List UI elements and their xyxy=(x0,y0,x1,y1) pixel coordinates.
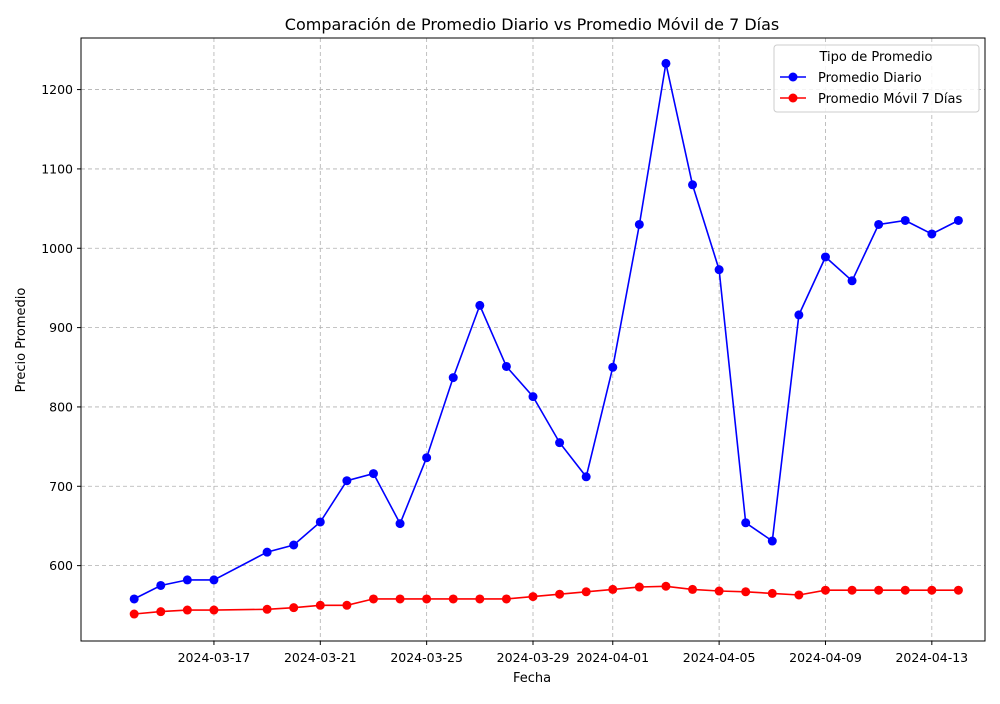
data-point xyxy=(475,300,485,310)
data-point xyxy=(820,585,830,595)
series-line-0 xyxy=(133,63,959,600)
data-point xyxy=(634,219,644,229)
data-point xyxy=(448,594,458,604)
data-point xyxy=(581,472,591,482)
y-tick-label: 1000 xyxy=(41,241,73,256)
data-point xyxy=(209,605,219,615)
data-point xyxy=(741,518,751,528)
legend-title: Tipo de Promedio xyxy=(819,50,933,65)
series-line-1 xyxy=(134,585,959,615)
series-1 xyxy=(129,581,963,619)
y-tick-label: 1100 xyxy=(41,161,73,176)
x-tick-label: 2024-03-17 xyxy=(178,650,251,665)
data-point xyxy=(874,219,884,229)
legend-marker-promedio-diario xyxy=(788,72,798,82)
data-point xyxy=(182,575,192,585)
data-point xyxy=(820,252,830,262)
data-point xyxy=(794,310,804,320)
data-point xyxy=(608,584,618,594)
y-tick-label: 1200 xyxy=(41,82,73,97)
data-point xyxy=(927,229,937,239)
data-point xyxy=(688,180,698,190)
y-axis-ticks: 600 700 800 900 1000 1100 1200 xyxy=(41,82,81,573)
legend-label-promedio-movil: Promedio Móvil 7 Días xyxy=(818,92,962,107)
x-tick-label: 2024-03-21 xyxy=(284,650,357,665)
data-point xyxy=(342,476,352,486)
y-tick-label: 900 xyxy=(49,320,73,335)
data-point xyxy=(661,581,671,591)
data-point xyxy=(448,373,458,383)
data-point xyxy=(953,585,963,595)
data-point xyxy=(182,605,192,615)
legend-label-promedio-diario: Promedio Diario xyxy=(818,71,922,86)
data-point xyxy=(767,536,777,546)
data-point xyxy=(368,594,378,604)
x-axis-label: Fecha xyxy=(513,671,551,686)
data-point xyxy=(422,594,432,604)
x-tick-label: 2024-04-09 xyxy=(789,650,862,665)
legend-marker-promedio-movil xyxy=(788,93,798,103)
data-point xyxy=(900,215,910,225)
data-point xyxy=(688,584,698,594)
data-point xyxy=(475,594,485,604)
data-point xyxy=(847,585,857,595)
data-point xyxy=(794,590,804,600)
data-point xyxy=(927,585,937,595)
data-point xyxy=(209,575,219,585)
data-point xyxy=(262,547,272,557)
data-point xyxy=(874,585,884,595)
x-tick-label: 2024-04-05 xyxy=(683,650,756,665)
data-point xyxy=(315,517,325,527)
data-point xyxy=(953,215,963,225)
data-point xyxy=(900,585,910,595)
series-layer xyxy=(129,58,963,619)
data-point xyxy=(661,58,671,68)
x-tick-label: 2024-03-29 xyxy=(497,650,570,665)
data-point xyxy=(289,603,299,613)
data-point xyxy=(528,592,538,602)
data-point xyxy=(129,594,139,604)
x-tick-label: 2024-04-01 xyxy=(576,650,649,665)
legend-box xyxy=(773,44,980,113)
data-point xyxy=(129,609,139,619)
y-tick-label: 700 xyxy=(49,479,73,494)
data-point xyxy=(555,589,565,599)
data-point xyxy=(714,586,724,596)
data-point xyxy=(501,361,511,371)
grid-lines xyxy=(81,38,985,641)
data-point xyxy=(289,540,299,550)
data-point xyxy=(262,604,272,614)
data-point xyxy=(395,519,405,529)
data-point xyxy=(395,594,405,604)
legend: Tipo de Promedio Promedio Diario Promedi… xyxy=(773,44,980,113)
data-point xyxy=(422,453,432,463)
data-point xyxy=(315,600,325,610)
data-point xyxy=(634,582,644,592)
x-tick-label: 2024-04-13 xyxy=(895,650,968,665)
data-point xyxy=(767,588,777,598)
data-point xyxy=(528,392,538,402)
data-point xyxy=(714,265,724,275)
y-tick-label: 800 xyxy=(49,399,73,414)
series-0 xyxy=(129,58,963,604)
x-axis-ticks: 2024-03-17 2024-03-21 2024-03-25 2024-03-29… xyxy=(178,641,968,665)
data-point xyxy=(342,600,352,610)
data-point xyxy=(368,469,378,479)
y-axis-label: Precio Promedio xyxy=(14,288,29,393)
chart-title: Comparación de Promedio Diario vs Promed… xyxy=(285,15,779,34)
data-point xyxy=(847,276,857,286)
data-point xyxy=(156,607,166,617)
y-tick-label: 600 xyxy=(49,558,73,573)
data-point xyxy=(608,362,618,372)
data-point xyxy=(741,587,751,597)
x-tick-label: 2024-03-25 xyxy=(390,650,463,665)
data-point xyxy=(156,580,166,590)
data-point xyxy=(501,594,511,604)
data-point xyxy=(581,587,591,597)
data-point xyxy=(555,438,565,448)
